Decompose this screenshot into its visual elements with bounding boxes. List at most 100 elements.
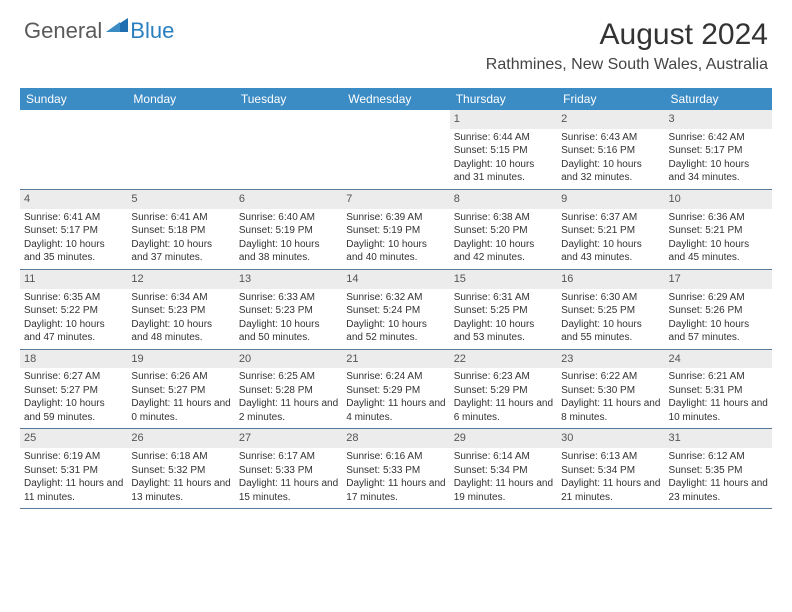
calendar-cell: 30Sunrise: 6:13 AMSunset: 5:34 PMDayligh…: [557, 429, 664, 508]
sunset-line: Sunset: 5:25 PM: [454, 304, 553, 318]
sunrise-line: Sunrise: 6:21 AM: [669, 370, 768, 384]
day-info: Sunrise: 6:35 AMSunset: 5:22 PMDaylight:…: [20, 291, 127, 349]
day-info: Sunrise: 6:37 AMSunset: 5:21 PMDaylight:…: [557, 211, 664, 269]
daylight-line: Daylight: 10 hours and 52 minutes.: [346, 318, 445, 345]
brand-part2: Blue: [130, 18, 174, 44]
day-info: Sunrise: 6:36 AMSunset: 5:21 PMDaylight:…: [665, 211, 772, 269]
day-number: 16: [557, 270, 664, 289]
sunset-line: Sunset: 5:26 PM: [669, 304, 768, 318]
daylight-line: Daylight: 10 hours and 57 minutes.: [669, 318, 768, 345]
day-info: Sunrise: 6:43 AMSunset: 5:16 PMDaylight:…: [557, 131, 664, 189]
sunset-line: Sunset: 5:19 PM: [346, 224, 445, 238]
sunrise-line: Sunrise: 6:40 AM: [239, 211, 338, 225]
calendar-week-row: 1Sunrise: 6:44 AMSunset: 5:15 PMDaylight…: [20, 110, 772, 190]
weekday-header: Wednesday: [342, 88, 449, 110]
sunset-line: Sunset: 5:23 PM: [239, 304, 338, 318]
daylight-line: Daylight: 11 hours and 13 minutes.: [131, 477, 230, 504]
day-info: Sunrise: 6:17 AMSunset: 5:33 PMDaylight:…: [235, 450, 342, 508]
day-number: 11: [20, 270, 127, 289]
day-info: Sunrise: 6:24 AMSunset: 5:29 PMDaylight:…: [342, 370, 449, 428]
daylight-line: Daylight: 11 hours and 21 minutes.: [561, 477, 660, 504]
sunrise-line: Sunrise: 6:18 AM: [131, 450, 230, 464]
daylight-line: Daylight: 11 hours and 0 minutes.: [131, 397, 230, 424]
calendar-cell: 5Sunrise: 6:41 AMSunset: 5:18 PMDaylight…: [127, 190, 234, 269]
daylight-line: Daylight: 10 hours and 32 minutes.: [561, 158, 660, 185]
day-number: 14: [342, 270, 449, 289]
daylight-line: Daylight: 11 hours and 8 minutes.: [561, 397, 660, 424]
sunset-line: Sunset: 5:23 PM: [131, 304, 230, 318]
day-number: 18: [20, 350, 127, 369]
sunrise-line: Sunrise: 6:16 AM: [346, 450, 445, 464]
day-info: Sunrise: 6:19 AMSunset: 5:31 PMDaylight:…: [20, 450, 127, 508]
day-number: 24: [665, 350, 772, 369]
day-info: Sunrise: 6:26 AMSunset: 5:27 PMDaylight:…: [127, 370, 234, 428]
day-info: Sunrise: 6:23 AMSunset: 5:29 PMDaylight:…: [450, 370, 557, 428]
calendar-cell: 26Sunrise: 6:18 AMSunset: 5:32 PMDayligh…: [127, 429, 234, 508]
sunrise-line: Sunrise: 6:34 AM: [131, 291, 230, 305]
daylight-line: Daylight: 11 hours and 19 minutes.: [454, 477, 553, 504]
sunrise-line: Sunrise: 6:44 AM: [454, 131, 553, 145]
day-info: Sunrise: 6:13 AMSunset: 5:34 PMDaylight:…: [557, 450, 664, 508]
day-info: Sunrise: 6:27 AMSunset: 5:27 PMDaylight:…: [20, 370, 127, 428]
daylight-line: Daylight: 10 hours and 31 minutes.: [454, 158, 553, 185]
calendar-cell-empty: [127, 110, 234, 189]
sunset-line: Sunset: 5:18 PM: [131, 224, 230, 238]
daylight-line: Daylight: 10 hours and 53 minutes.: [454, 318, 553, 345]
month-title: August 2024: [486, 18, 768, 52]
daylight-line: Daylight: 11 hours and 15 minutes.: [239, 477, 338, 504]
weekday-header: Sunday: [20, 88, 127, 110]
sunset-line: Sunset: 5:24 PM: [346, 304, 445, 318]
calendar-cell: 1 Sunrise: 6:44 AMSunset: 5:15 PMDaylight…: [450, 110, 557, 189]
sunrise-line: Sunrise: 6:32 AM: [346, 291, 445, 305]
daylight-line: Daylight: 10 hours and 35 minutes.: [24, 238, 123, 265]
sunset-line: Sunset: 5:17 PM: [24, 224, 123, 238]
sunrise-line: Sunrise: 6:35 AM: [24, 291, 123, 305]
calendar-cell: 17Sunrise: 6:29 AMSunset: 5:26 PMDayligh…: [665, 270, 772, 349]
daylight-line: Daylight: 11 hours and 6 minutes.: [454, 397, 553, 424]
day-number: 1: [450, 110, 557, 129]
daylight-line: Daylight: 10 hours and 45 minutes.: [669, 238, 768, 265]
day-number: 10: [665, 190, 772, 209]
brand-part1: General: [24, 18, 102, 44]
weekday-header: Monday: [127, 88, 234, 110]
sunrise-line: Sunrise: 6:19 AM: [24, 450, 123, 464]
day-number: 20: [235, 350, 342, 369]
daylight-line: Daylight: 10 hours and 47 minutes.: [24, 318, 123, 345]
sunrise-line: Sunrise: 6:37 AM: [561, 211, 660, 225]
calendar-week-row: 4Sunrise: 6:41 AMSunset: 5:17 PMDaylight…: [20, 190, 772, 270]
day-number: 27: [235, 429, 342, 448]
calendar-cell: 6Sunrise: 6:40 AMSunset: 5:19 PMDaylight…: [235, 190, 342, 269]
day-number: 6: [235, 190, 342, 209]
calendar-cell: 11 Sunrise: 6:35 AMSunset: 5:22 PMDayligh…: [20, 270, 127, 349]
day-info: Sunrise: 6:25 AMSunset: 5:28 PMDaylight:…: [235, 370, 342, 428]
calendar-week-row: 25Sunrise: 6:19 AMSunset: 5:31 PMDayligh…: [20, 429, 772, 509]
calendar-cell-empty: [342, 110, 449, 189]
day-info: Sunrise: 6:30 AMSunset: 5:25 PMDaylight:…: [557, 291, 664, 349]
sunset-line: Sunset: 5:27 PM: [131, 384, 230, 398]
day-number: 9: [557, 190, 664, 209]
sunrise-line: Sunrise: 6:33 AM: [239, 291, 338, 305]
daylight-line: Daylight: 10 hours and 40 minutes.: [346, 238, 445, 265]
calendar-cell: 15Sunrise: 6:31 AMSunset: 5:25 PMDayligh…: [450, 270, 557, 349]
sunset-line: Sunset: 5:15 PM: [454, 144, 553, 158]
calendar-cell: 20Sunrise: 6:25 AMSunset: 5:28 PMDayligh…: [235, 350, 342, 429]
sunrise-line: Sunrise: 6:42 AM: [669, 131, 768, 145]
day-number: 29: [450, 429, 557, 448]
calendar-cell: 16 Sunrise: 6:30 AMSunset: 5:25 PMDayligh…: [557, 270, 664, 349]
day-number: 21: [342, 350, 449, 369]
calendar-cell: 19Sunrise: 6:26 AMSunset: 5:27 PMDayligh…: [127, 350, 234, 429]
daylight-line: Daylight: 10 hours and 48 minutes.: [131, 318, 230, 345]
sunrise-line: Sunrise: 6:23 AM: [454, 370, 553, 384]
calendar-cell: 3Sunrise: 6:42 AMSunset: 5:17 PMDaylight…: [665, 110, 772, 189]
daylight-line: Daylight: 11 hours and 2 minutes.: [239, 397, 338, 424]
weekday-header: Saturday: [665, 88, 772, 110]
calendar-cell: 12Sunrise: 6:34 AMSunset: 5:23 PMDayligh…: [127, 270, 234, 349]
day-number: 15: [450, 270, 557, 289]
calendar-cell: 21Sunrise: 6:24 AMSunset: 5:29 PMDayligh…: [342, 350, 449, 429]
sunset-line: Sunset: 5:33 PM: [346, 464, 445, 478]
day-info: Sunrise: 6:32 AMSunset: 5:24 PMDaylight:…: [342, 291, 449, 349]
calendar-cell: 10 Sunrise: 6:36 AMSunset: 5:21 PMDayligh…: [665, 190, 772, 269]
sunset-line: Sunset: 5:34 PM: [454, 464, 553, 478]
daylight-line: Daylight: 11 hours and 11 minutes.: [24, 477, 123, 504]
calendar-cell: 18Sunrise: 6:27 AMSunset: 5:27 PMDayligh…: [20, 350, 127, 429]
